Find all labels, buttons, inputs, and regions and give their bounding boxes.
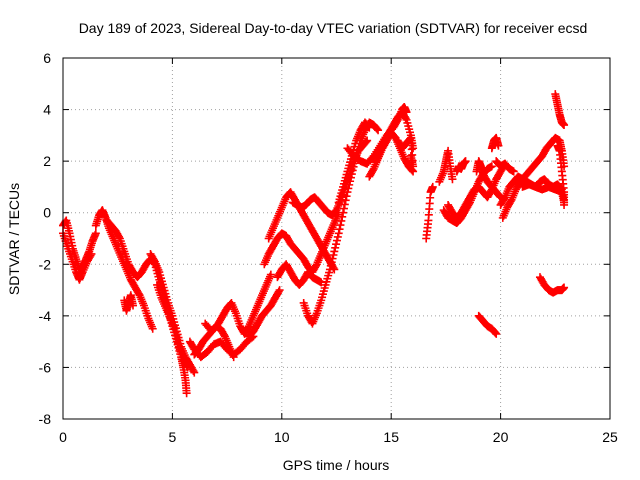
- data-point: [326, 261, 335, 270]
- chart-title: Day 189 of 2023, Sidereal Day-to-day VTE…: [79, 20, 588, 36]
- data-point: [362, 137, 371, 146]
- data-point: [182, 389, 191, 398]
- x-tick-label: 0: [59, 429, 67, 445]
- axis-ticks: [62, 57, 611, 420]
- data-point: [392, 117, 401, 126]
- data-points: [59, 90, 569, 398]
- data-point: [325, 265, 334, 274]
- x-axis-label: GPS time / hours: [283, 457, 390, 473]
- data-point: [461, 157, 470, 166]
- data-point: [506, 197, 515, 206]
- data-point: [374, 126, 383, 135]
- y-tick-label: -8: [39, 411, 52, 427]
- data-point: [337, 216, 346, 225]
- y-axis-label: SDTVAR / TECUs: [6, 183, 22, 295]
- y-tick-label: -6: [39, 359, 52, 375]
- data-point: [348, 166, 357, 175]
- data-point: [341, 196, 350, 205]
- data-point: [339, 204, 348, 213]
- data-point: [331, 243, 340, 252]
- data-point: [329, 251, 338, 260]
- y-tick-label: 4: [43, 102, 51, 118]
- data-point: [560, 283, 569, 292]
- data-point: [244, 323, 253, 332]
- x-tick-label: 10: [274, 429, 290, 445]
- data-point: [150, 256, 159, 265]
- data-point: [339, 208, 348, 217]
- data-point: [349, 162, 358, 171]
- data-point: [448, 175, 457, 184]
- data-point: [350, 159, 359, 168]
- data-point: [189, 367, 198, 376]
- data-point: [332, 236, 341, 245]
- x-tick-label: 15: [383, 429, 399, 445]
- data-point: [335, 225, 344, 234]
- data-point: [328, 254, 337, 263]
- data-point: [332, 240, 341, 249]
- data-point: [134, 289, 143, 298]
- y-tick-label: -2: [39, 256, 52, 272]
- data-point: [338, 212, 347, 221]
- data-point: [494, 141, 503, 150]
- x-tick-labels: 0 5 10 15 20 25: [59, 429, 618, 445]
- data-point: [560, 121, 569, 130]
- data-point: [492, 329, 501, 338]
- data-point: [373, 125, 382, 134]
- data-point: [491, 328, 500, 337]
- y-tick-label: -4: [39, 308, 52, 324]
- data-point: [344, 184, 353, 193]
- data-point: [428, 182, 437, 191]
- y-tick-label: 6: [43, 50, 51, 66]
- data-point: [330, 247, 339, 256]
- y-tick-label: 2: [43, 153, 51, 169]
- data-point: [560, 200, 569, 209]
- data-point: [129, 301, 138, 310]
- data-point: [86, 251, 95, 260]
- y-tick-labels: -8 -6 -4 -2 0 2 4 6: [39, 50, 52, 427]
- data-point: [368, 166, 377, 175]
- plot-frame: [62, 57, 611, 420]
- x-tick-label: 25: [602, 429, 618, 445]
- data-point: [275, 286, 284, 295]
- data-point: [487, 162, 496, 171]
- data-point: [220, 330, 229, 339]
- data-point: [87, 249, 96, 258]
- data-point: [345, 180, 354, 189]
- grid-lines: [63, 58, 610, 419]
- data-point: [266, 270, 275, 279]
- data-point: [91, 229, 100, 238]
- data-point: [495, 192, 504, 201]
- data-point: [115, 232, 124, 241]
- x-tick-label: 20: [493, 429, 509, 445]
- data-point: [402, 108, 411, 117]
- data-point: [333, 232, 342, 241]
- x-tick-label: 5: [169, 429, 177, 445]
- data-point: [343, 188, 352, 197]
- data-point: [336, 221, 345, 230]
- data-point: [365, 123, 374, 132]
- y-tick-label: 0: [43, 205, 51, 221]
- data-point: [148, 324, 157, 333]
- data-point: [500, 194, 509, 203]
- data-point: [409, 144, 418, 153]
- data-point: [406, 151, 415, 160]
- data-point: [190, 368, 199, 377]
- data-point: [364, 122, 373, 131]
- data-point: [340, 200, 349, 209]
- data-point: [311, 261, 320, 270]
- data-point: [406, 134, 415, 143]
- data-point: [274, 287, 283, 296]
- data-point: [401, 114, 410, 123]
- data-point: [509, 167, 518, 176]
- data-point: [334, 229, 343, 238]
- data-point: [327, 258, 336, 267]
